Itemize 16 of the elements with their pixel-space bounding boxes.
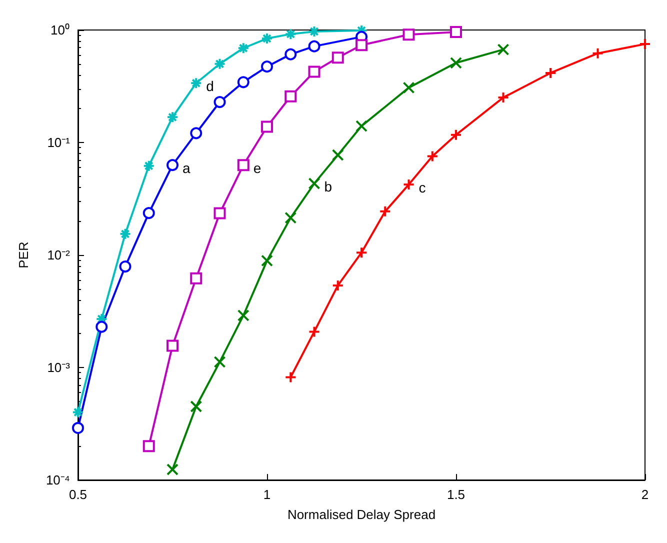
annotation: d [206,78,214,94]
x-tick-label: 1.5 [446,487,466,502]
annotation: a [182,160,190,176]
x-tick-label: 1 [263,487,271,502]
y-tick-label: 10⁰ [50,22,70,38]
x-axis-title: Normalised Delay Spread [287,507,436,522]
annotation: e [253,160,262,176]
y-tick-label: 10⁻² [47,248,71,262]
y-axis-title: PER [16,242,31,268]
y-tick-label: 10⁻³ [47,360,71,375]
y-tick-label: 10⁻⁴ [46,472,70,488]
annotation: c [418,180,426,196]
x-tick-label: 0.5 [68,487,88,502]
x-tick-label: 2 [641,487,649,502]
y-tick-label: 10⁻¹ [47,135,71,150]
annotation: b [324,178,332,195]
